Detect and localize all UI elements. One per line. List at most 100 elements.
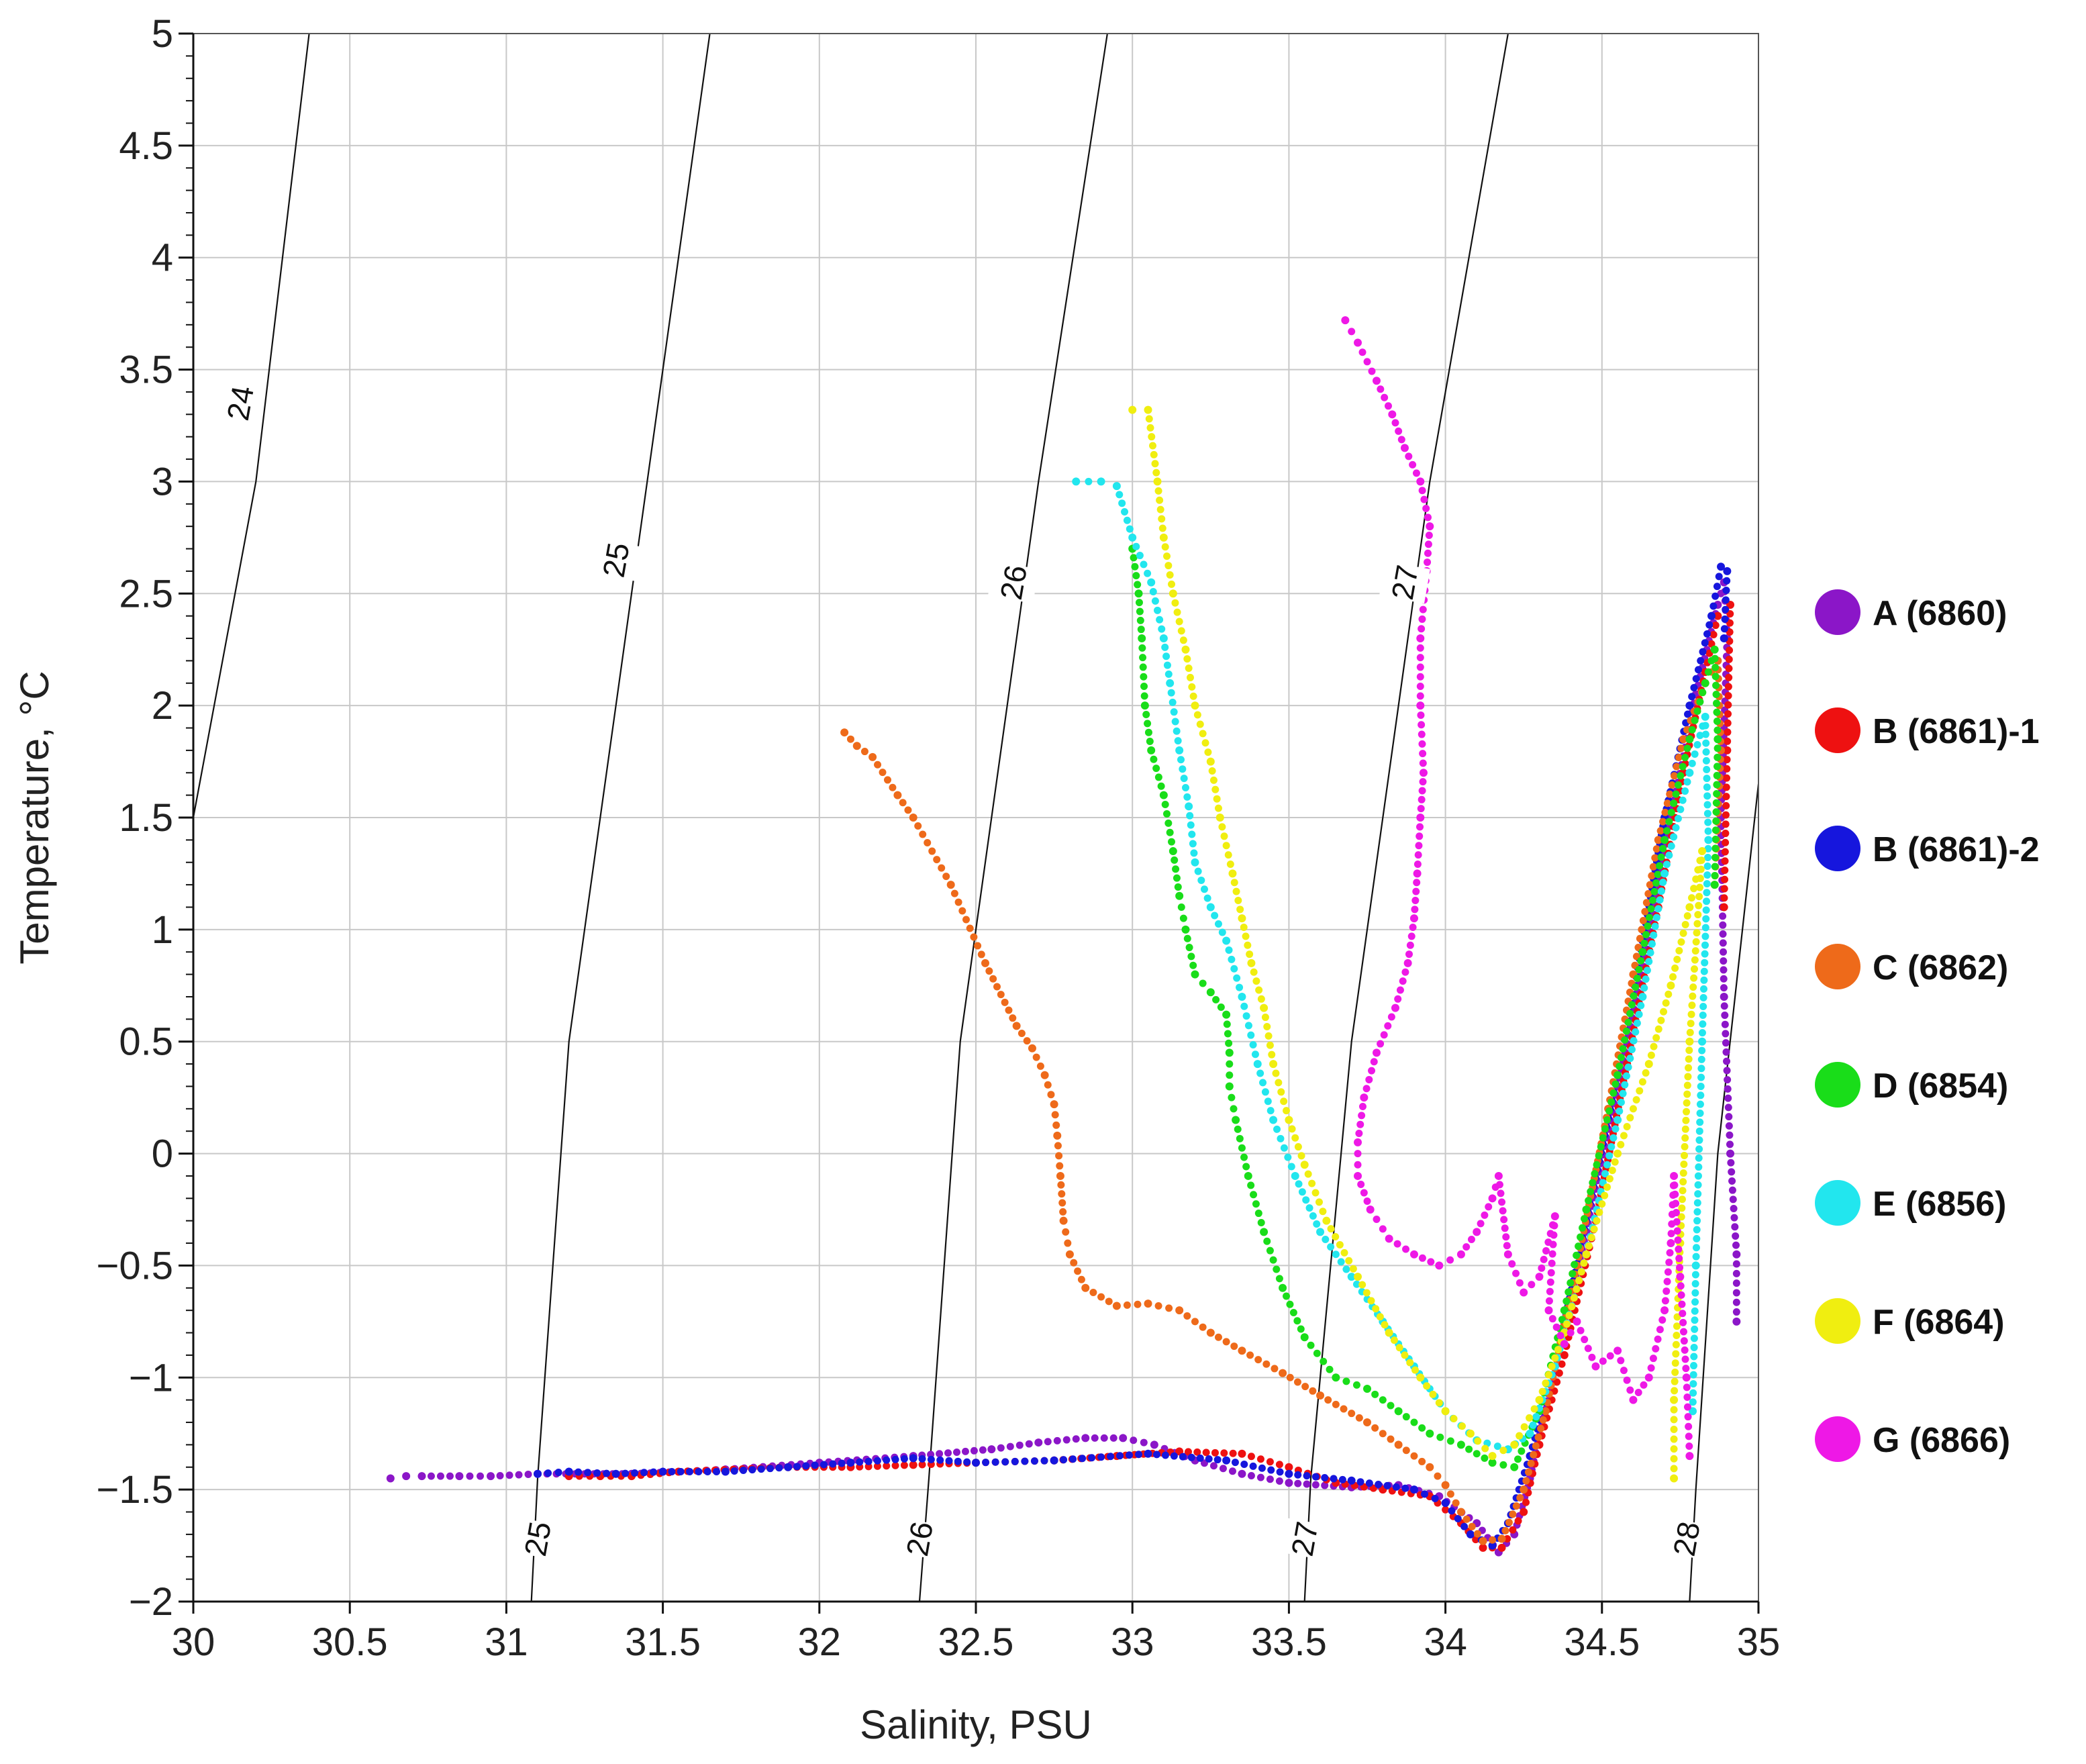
data-point	[1118, 499, 1126, 507]
data-point	[1411, 896, 1420, 904]
data-point	[593, 1469, 601, 1477]
data-point	[1053, 1436, 1061, 1444]
y-tick-label: 5	[152, 12, 173, 56]
legend-swatch	[1815, 1416, 1860, 1462]
data-point	[1189, 692, 1197, 700]
data-point	[1696, 1118, 1704, 1126]
data-point	[1311, 1189, 1320, 1197]
data-point	[1311, 1481, 1320, 1489]
data-point	[1062, 1436, 1071, 1444]
data-point	[846, 1459, 855, 1467]
data-point	[1720, 992, 1728, 1001]
data-point	[1724, 719, 1732, 727]
data-point	[1284, 1153, 1292, 1161]
data-point	[1619, 1089, 1627, 1097]
data-point	[1214, 920, 1222, 928]
data-point	[1324, 1396, 1332, 1404]
data-point	[1315, 1198, 1323, 1206]
data-point	[1402, 1245, 1410, 1253]
data-point	[1112, 482, 1121, 491]
data-point	[1417, 805, 1425, 813]
data-point	[1371, 1424, 1379, 1432]
legend-item: A (6860)	[1815, 589, 2007, 635]
data-point	[1146, 738, 1154, 746]
data-point	[1418, 487, 1426, 495]
data-point	[1044, 1438, 1052, 1446]
data-point	[1363, 1418, 1371, 1427]
data-point	[1674, 1236, 1682, 1244]
data-point	[1705, 621, 1714, 629]
data-point	[1256, 1069, 1264, 1077]
data-point	[1100, 1434, 1108, 1442]
data-point	[1147, 746, 1156, 754]
data-point	[1677, 1291, 1685, 1299]
data-point	[1163, 661, 1171, 669]
data-point	[1626, 1055, 1634, 1063]
data-point	[1174, 883, 1182, 891]
data-point	[1466, 1429, 1475, 1438]
data-point	[1360, 1093, 1369, 1102]
data-point	[1126, 1451, 1134, 1459]
data-point	[1415, 842, 1423, 850]
data-point	[1722, 605, 1730, 614]
data-point	[1259, 1079, 1267, 1087]
data-point	[1590, 1225, 1598, 1233]
data-point	[1416, 644, 1424, 652]
x-tick-label: 30.5	[312, 1620, 388, 1664]
data-point	[1703, 775, 1711, 783]
x-tick-label: 32	[798, 1620, 842, 1664]
data-point	[1679, 796, 1687, 804]
data-point	[1479, 1536, 1487, 1545]
data-point	[1254, 1356, 1262, 1364]
data-point	[1701, 959, 1709, 967]
data-point	[1684, 710, 1692, 718]
data-point	[1419, 750, 1427, 758]
data-point	[1269, 1116, 1278, 1124]
data-point	[1677, 938, 1685, 946]
data-point	[1293, 1378, 1301, 1386]
data-point	[1236, 1134, 1244, 1142]
data-point	[1579, 1224, 1587, 1232]
data-point	[1732, 1269, 1740, 1277]
data-point	[1692, 1253, 1700, 1261]
data-point	[1458, 1422, 1466, 1430]
data-point	[958, 907, 966, 915]
data-point	[1179, 1453, 1187, 1461]
data-point	[1569, 1270, 1577, 1278]
data-point	[1441, 1499, 1450, 1508]
data-point	[1271, 1365, 1279, 1373]
data-point	[1701, 941, 1709, 949]
data-point	[1140, 560, 1148, 569]
data-point	[1132, 542, 1140, 550]
data-point	[1656, 862, 1664, 870]
y-tick-label: 3	[152, 460, 173, 503]
data-point	[1499, 1447, 1507, 1455]
data-point	[893, 791, 902, 799]
data-point	[1565, 1312, 1573, 1320]
data-point	[1636, 934, 1644, 942]
y-tick-label: 1	[152, 908, 173, 952]
data-point	[1660, 836, 1669, 844]
data-point	[640, 1469, 648, 1477]
data-point	[1342, 1377, 1350, 1385]
data-point	[1266, 1107, 1275, 1115]
data-point	[524, 1470, 532, 1478]
data-point	[1721, 875, 1729, 883]
legend-swatch	[1815, 1062, 1860, 1108]
data-point	[1441, 1407, 1450, 1416]
data-point	[1606, 1352, 1614, 1360]
data-point	[1174, 737, 1182, 745]
data-point	[1137, 626, 1145, 634]
data-point	[874, 761, 882, 769]
data-point	[1085, 477, 1093, 485]
data-point	[1721, 848, 1729, 856]
data-point	[1236, 983, 1244, 991]
data-point	[954, 898, 962, 906]
data-point	[1699, 689, 1707, 697]
data-point	[1238, 1346, 1246, 1355]
data-point	[1240, 1002, 1248, 1010]
data-point	[1703, 801, 1711, 809]
data-point	[1731, 1223, 1739, 1231]
data-point	[1701, 730, 1709, 738]
data-point	[1426, 1429, 1434, 1438]
